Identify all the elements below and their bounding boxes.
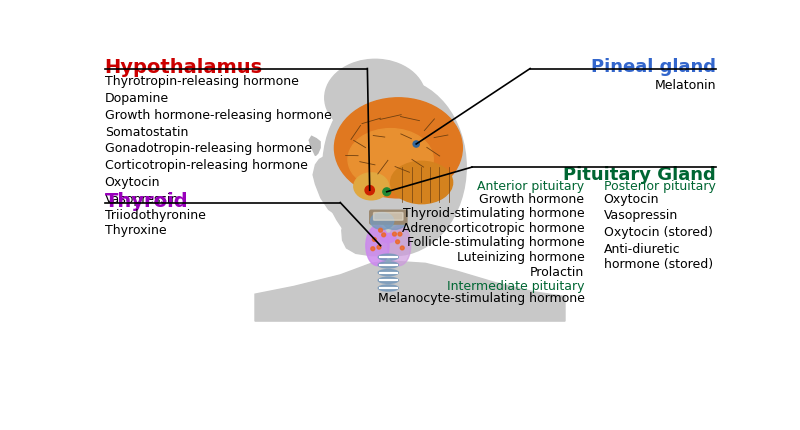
Ellipse shape xyxy=(378,277,398,283)
Circle shape xyxy=(377,245,381,249)
Ellipse shape xyxy=(366,226,389,266)
Ellipse shape xyxy=(354,173,389,200)
Circle shape xyxy=(413,141,419,147)
FancyBboxPatch shape xyxy=(374,212,403,220)
Ellipse shape xyxy=(334,98,462,198)
Text: Pineal gland: Pineal gland xyxy=(591,58,716,76)
Text: Dopamine: Dopamine xyxy=(105,92,169,104)
Text: Oxytocin: Oxytocin xyxy=(604,193,659,206)
Polygon shape xyxy=(313,157,346,215)
Text: Thyroid-stimulating hormone: Thyroid-stimulating hormone xyxy=(402,207,584,220)
Text: Hypothalamus: Hypothalamus xyxy=(105,58,262,77)
Text: Anti-diuretic
hormone (stored): Anti-diuretic hormone (stored) xyxy=(604,243,713,271)
Text: Somatostatin: Somatostatin xyxy=(105,126,188,138)
FancyBboxPatch shape xyxy=(370,210,407,224)
Text: Pituitary Gland: Pituitary Gland xyxy=(563,166,716,184)
Ellipse shape xyxy=(383,212,406,230)
Text: Posterior pituitary: Posterior pituitary xyxy=(604,180,716,193)
Text: Growth hormone: Growth hormone xyxy=(479,193,584,206)
Ellipse shape xyxy=(390,161,453,204)
Text: Vasopressin: Vasopressin xyxy=(105,193,179,206)
Text: Corticotropin-releasing hormone: Corticotropin-releasing hormone xyxy=(105,160,307,172)
Ellipse shape xyxy=(370,212,394,230)
Ellipse shape xyxy=(348,129,434,190)
Text: Vasopressin: Vasopressin xyxy=(604,209,678,222)
Polygon shape xyxy=(342,198,419,256)
Text: Oxytocin (stored): Oxytocin (stored) xyxy=(604,226,713,240)
Text: Oxytocin: Oxytocin xyxy=(105,176,160,189)
Text: Thyrotropin-releasing hormone: Thyrotropin-releasing hormone xyxy=(105,75,298,88)
Text: Gonadotropin-releasing hormone: Gonadotropin-releasing hormone xyxy=(105,142,312,156)
Ellipse shape xyxy=(323,79,466,256)
Circle shape xyxy=(382,233,386,237)
Text: Triiodothyronine: Triiodothyronine xyxy=(105,209,206,222)
Ellipse shape xyxy=(378,262,398,268)
Ellipse shape xyxy=(378,270,398,276)
Circle shape xyxy=(398,232,402,236)
Text: Luteinizing hormone: Luteinizing hormone xyxy=(457,251,584,264)
Ellipse shape xyxy=(381,233,396,243)
Ellipse shape xyxy=(325,59,426,136)
Circle shape xyxy=(378,228,382,232)
Text: Melanocyte-stimulating hormone: Melanocyte-stimulating hormone xyxy=(378,292,584,305)
Circle shape xyxy=(373,237,376,241)
Polygon shape xyxy=(255,261,565,321)
Circle shape xyxy=(393,232,397,236)
Text: Thyroid: Thyroid xyxy=(105,192,188,211)
Circle shape xyxy=(396,240,399,244)
Circle shape xyxy=(383,188,390,196)
Circle shape xyxy=(400,246,404,250)
Text: Follicle-stimulating hormone: Follicle-stimulating hormone xyxy=(406,237,584,249)
Ellipse shape xyxy=(387,226,410,266)
Circle shape xyxy=(371,247,374,251)
Text: Melatonin: Melatonin xyxy=(654,79,716,92)
Polygon shape xyxy=(310,136,320,156)
Ellipse shape xyxy=(378,254,398,260)
Circle shape xyxy=(365,186,374,195)
Text: Intermediate pituitary: Intermediate pituitary xyxy=(447,280,584,293)
Ellipse shape xyxy=(378,285,398,291)
Text: Growth hormone-releasing hormone: Growth hormone-releasing hormone xyxy=(105,109,331,122)
Text: Anterior pituitary: Anterior pituitary xyxy=(478,180,584,193)
Text: Adrenocorticotropic hormone: Adrenocorticotropic hormone xyxy=(402,222,584,235)
Text: Thyroxine: Thyroxine xyxy=(105,224,166,237)
Text: Prolactin: Prolactin xyxy=(530,266,584,279)
